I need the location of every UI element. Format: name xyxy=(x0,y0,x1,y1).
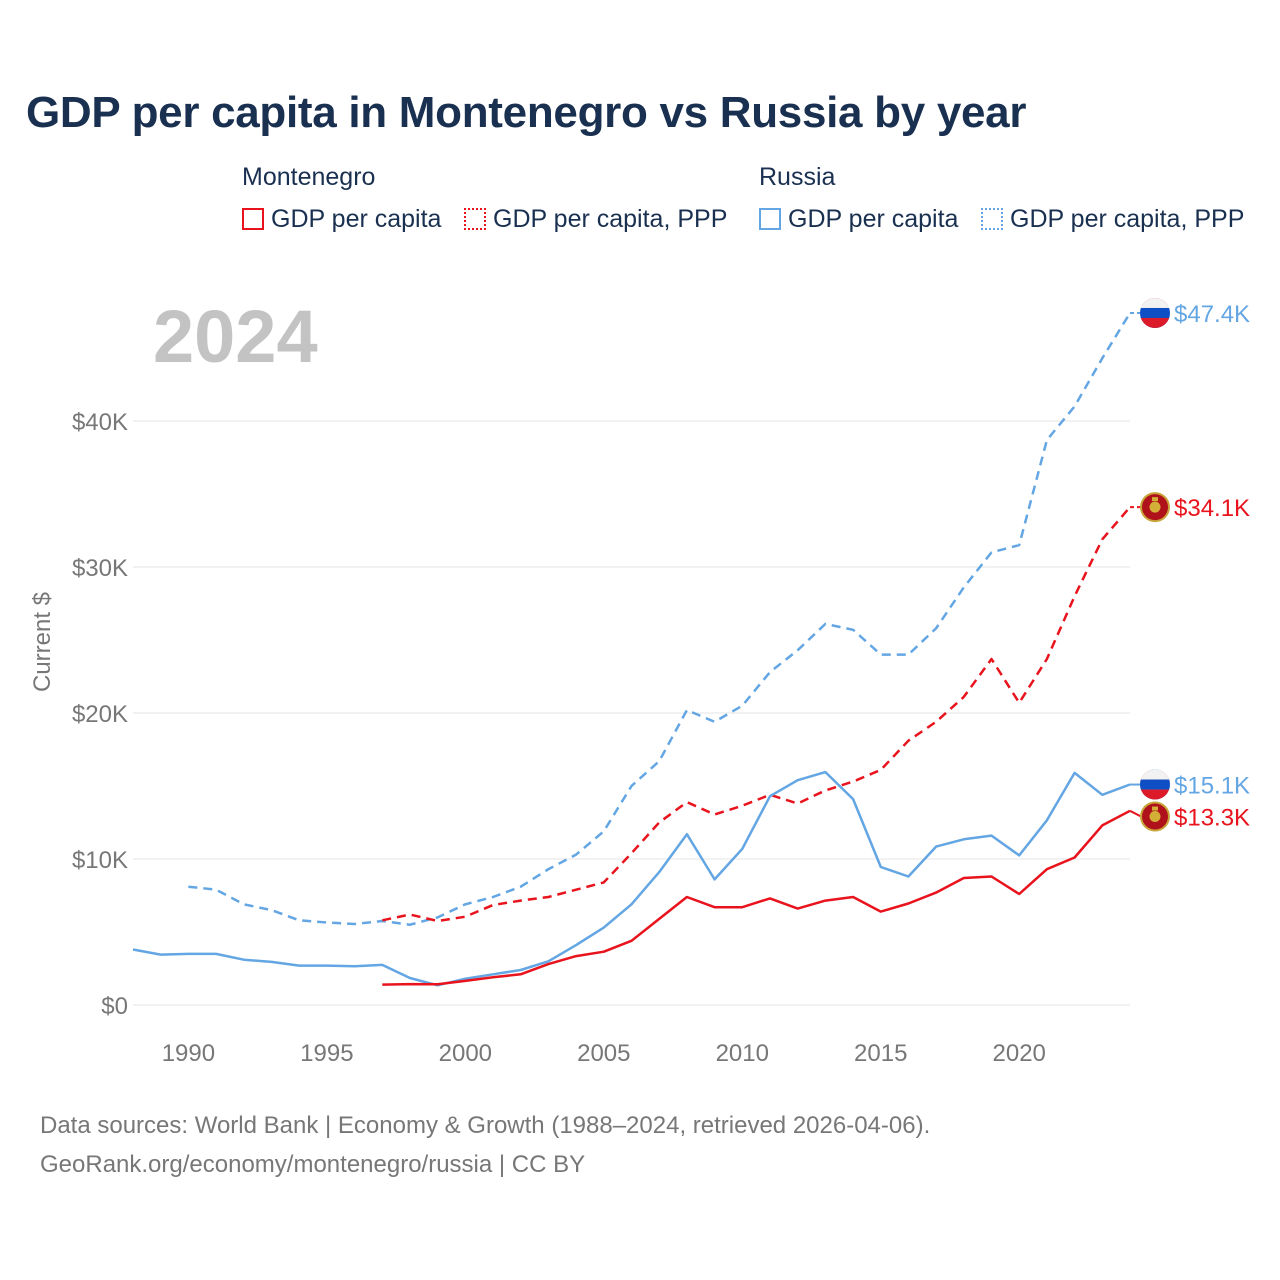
legend-label: GDP per capita xyxy=(788,204,959,233)
legend-item-russia-gdp[interactable]: GDP per capita xyxy=(759,204,958,234)
end-value-label: $13.3K xyxy=(1174,805,1250,832)
x-tick-label: 2000 xyxy=(439,1040,492,1067)
russia-flag-stripes xyxy=(1140,769,1170,800)
series-line xyxy=(132,770,1131,987)
x-tick-labels: 1990 1995 2000 2005 2010 2015 2020 xyxy=(162,1040,1046,1067)
sources-line-1: Data sources: World Bank | Economy & Gro… xyxy=(40,1112,931,1139)
gridlines xyxy=(133,420,1130,1006)
legend-swatch-dotted-blue xyxy=(981,208,1003,230)
y-tick-label: $20K xyxy=(72,701,128,728)
legend-item-montenegro-gdp[interactable]: GDP per capita xyxy=(242,204,441,234)
x-tick-label: 2015 xyxy=(854,1040,907,1067)
legend-swatch-solid-red xyxy=(242,208,264,230)
end-value-label: $47.4K xyxy=(1174,301,1250,328)
end-value-label: $15.1K xyxy=(1174,773,1250,800)
russia-flag-stripes xyxy=(1140,297,1170,328)
legend-item-russia-gdp-ppp[interactable]: GDP per capita, PPP xyxy=(981,204,1244,234)
y-tick-label: $10K xyxy=(72,847,128,874)
end-label-montenegro: $34.1K xyxy=(1130,492,1250,523)
y-tick-labels: $0 $10K $20K $30K $40K xyxy=(72,409,128,1020)
legend-swatch-solid-blue xyxy=(759,208,781,230)
series-line xyxy=(188,312,1132,926)
montenegro-flag-icon xyxy=(1140,492,1170,523)
end-label-russia: $47.4K xyxy=(1130,297,1250,328)
data-sources: Data sources: World Bank | Economy & Gro… xyxy=(40,1106,930,1184)
series-line xyxy=(382,506,1131,923)
montenegro-flag-icon xyxy=(1140,801,1170,832)
y-axis-title: Current $ xyxy=(29,592,56,692)
legend-label: GDP per capita xyxy=(271,204,442,233)
legend-group-russia: Russia xyxy=(759,163,836,191)
end-connector xyxy=(1129,809,1142,818)
chart-title: GDP per capita in Montenegro vs Russia b… xyxy=(26,88,1027,137)
end-labels: $47.4K $34.1K $15.1K $13.3K xyxy=(1129,297,1250,832)
x-tick-label: 2020 xyxy=(993,1040,1046,1067)
end-label-montenegro: $13.3K xyxy=(1129,801,1250,832)
end-label-russia: $15.1K xyxy=(1130,769,1250,800)
line-chart: 2024 Current $ $0$10K$20K$30K$40K 1990 19… xyxy=(29,295,1250,1067)
x-tick-label: 2010 xyxy=(716,1040,769,1067)
x-tick-label: 2005 xyxy=(577,1040,630,1067)
x-tick-label: 1995 xyxy=(300,1040,353,1067)
series-lines xyxy=(132,312,1132,987)
legend-group-montenegro: Montenegro xyxy=(242,163,376,191)
sources-line-2[interactable]: GeoRank.org/economy/montenegro/russia | … xyxy=(40,1151,586,1178)
legend-item-montenegro-gdp-ppp[interactable]: GDP per capita, PPP xyxy=(464,204,727,234)
year-watermark: 2024 xyxy=(153,295,318,378)
legend-swatch-dotted-red xyxy=(464,208,486,230)
end-value-label: $34.1K xyxy=(1174,495,1250,522)
legend-label: GDP per capita, PPP xyxy=(1010,204,1245,233)
y-tick-label: $30K xyxy=(72,555,128,582)
y-tick-label: $0 xyxy=(101,993,128,1020)
series-line xyxy=(382,809,1131,986)
y-tick-label: $40K xyxy=(72,409,128,436)
legend-label: GDP per capita, PPP xyxy=(493,204,728,233)
x-tick-label: 1990 xyxy=(162,1040,215,1067)
